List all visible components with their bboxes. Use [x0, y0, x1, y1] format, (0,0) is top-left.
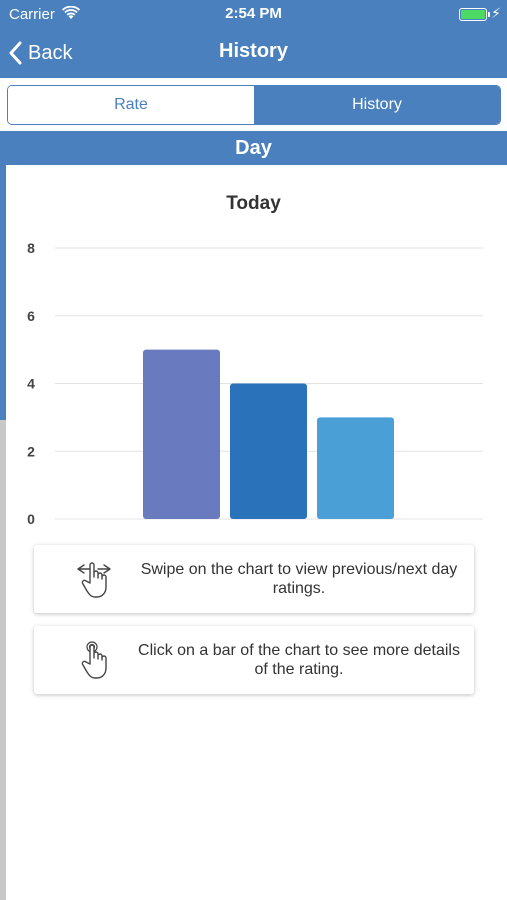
section-header-day: Day: [0, 131, 507, 165]
y-tick-label: 0: [27, 511, 35, 527]
back-label: Back: [28, 41, 73, 64]
chart-bar-1[interactable]: [143, 349, 220, 519]
battery-tip: [488, 12, 490, 17]
chevron-left-icon: [9, 41, 22, 65]
hint-text-click: Click on a bar of the chart to see more …: [138, 642, 460, 678]
y-tick-label: 6: [27, 308, 35, 324]
navigation-bar: Back History: [0, 28, 507, 78]
page-title: History: [219, 40, 288, 62]
chart-bar-3[interactable]: [317, 417, 394, 519]
back-button[interactable]: Back: [8, 38, 72, 68]
carrier-label: Carrier: [9, 6, 55, 23]
status-time: 2:54 PM: [225, 5, 282, 22]
swipe-hand-icon: [77, 562, 111, 598]
y-tick-label: 2: [27, 443, 35, 459]
charging-bolt-icon: ⚡︎: [491, 5, 501, 21]
bar-chart[interactable]: 0 2 4 6 8: [0, 230, 507, 530]
battery-icon: [459, 8, 487, 21]
wifi-icon: [62, 6, 80, 19]
tab-history[interactable]: History: [254, 86, 500, 124]
hint-text-swipe: Swipe on the chart to view previous/next…: [140, 561, 458, 597]
y-tick-label: 4: [27, 376, 35, 392]
tab-rate[interactable]: Rate: [8, 86, 254, 124]
chart-bar-2[interactable]: [230, 383, 307, 520]
left-edge-accent: [0, 165, 6, 420]
status-bar: Carrier 2:54 PM ⚡︎: [0, 0, 507, 28]
y-tick-label: 8: [27, 240, 35, 256]
hint-card-swipe: Swipe on the chart to view previous/next…: [34, 545, 474, 613]
segmented-control: Rate History: [7, 85, 501, 125]
hint-card-click: Click on a bar of the chart to see more …: [34, 626, 474, 694]
chart-title: Today: [226, 193, 281, 214]
tap-hand-icon: [81, 641, 107, 679]
left-edge-gray: [0, 420, 6, 900]
